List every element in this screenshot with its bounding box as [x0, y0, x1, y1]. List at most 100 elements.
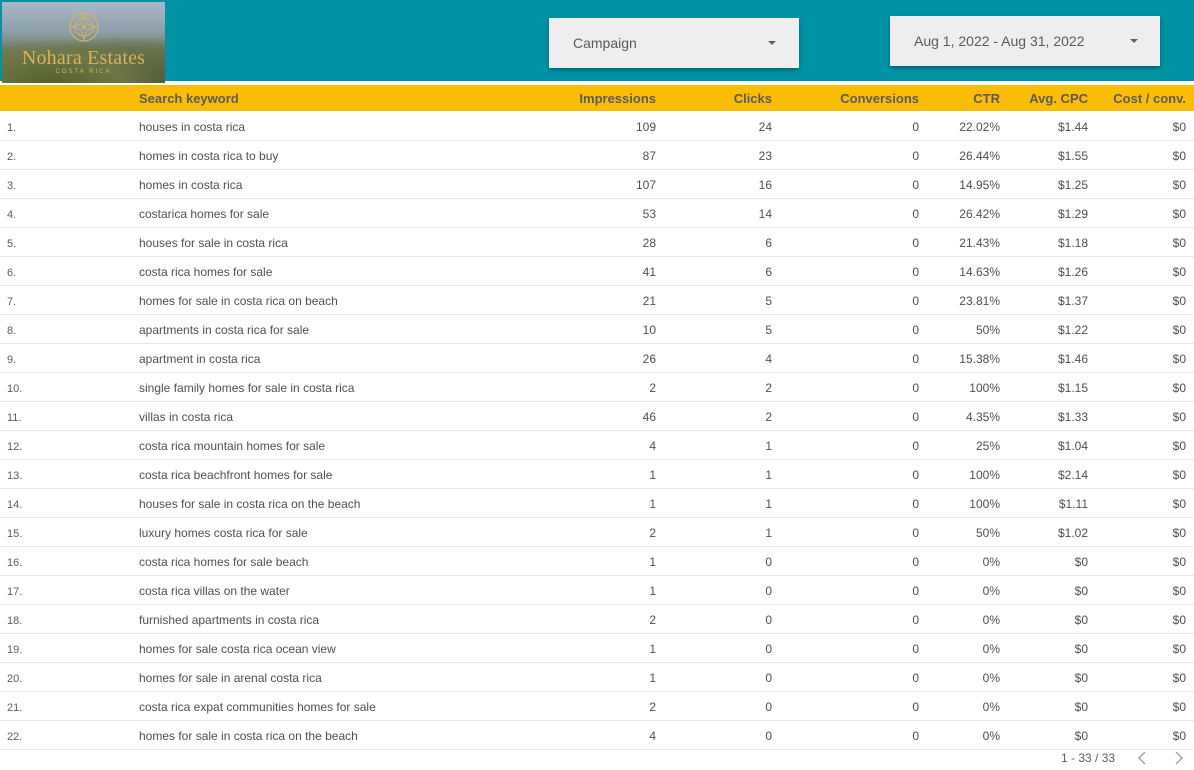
ctr-cell: 100%: [927, 372, 1008, 402]
impressions-cell: 28: [436, 227, 664, 257]
impressions-cell: 2: [436, 691, 664, 721]
cost-per-conv-cell: $0: [1096, 372, 1194, 402]
cost-per-conv-cell: $0: [1096, 459, 1194, 489]
conversions-cell: 0: [780, 227, 927, 257]
conversions-cell: 0: [780, 169, 927, 199]
cost-per-conv-cell: $0: [1096, 604, 1194, 634]
clicks-cell: 6: [664, 227, 780, 257]
campaign-filter-dropdown[interactable]: Campaign: [549, 18, 799, 68]
search-keyword-cell: luxury homes costa rica for sale: [136, 517, 436, 547]
impressions-cell: 53: [436, 198, 664, 228]
avg-cpc-cell: $1.37: [1008, 285, 1096, 315]
table-row[interactable]: 19. homes for sale costa rica ocean view 1…: [0, 633, 1194, 663]
ctr-cell: 22.02%: [927, 111, 1008, 141]
column-header-search-keyword[interactable]: Search keyword: [139, 90, 239, 106]
ctr-cell: 25%: [927, 430, 1008, 460]
column-header-impressions[interactable]: Impressions: [579, 90, 656, 106]
table-row[interactable]: 14. houses for sale in costa rica on the …: [0, 488, 1194, 518]
conversions-cell: 0: [780, 430, 927, 460]
table-row[interactable]: 4. costarica homes for sale 53 14 0 26.42% $1.…: [0, 198, 1194, 228]
table-row[interactable]: 18. furnished apartments in costa rica 2 0 0…: [0, 604, 1194, 634]
clicks-cell: 1: [664, 430, 780, 460]
table-row[interactable]: 12. costa rica mountain homes for sale 4 1 0…: [0, 430, 1194, 460]
clicks-cell: 0: [664, 546, 780, 576]
search-keyword-cell: costarica homes for sale: [136, 198, 436, 228]
row-index: 17.: [0, 575, 136, 605]
search-keyword-cell: costa rica mountain homes for sale: [136, 430, 436, 460]
clicks-cell: 6: [664, 256, 780, 286]
table-row[interactable]: 15. luxury homes costa rica for sale 2 1 0 50…: [0, 517, 1194, 547]
conversions-cell: 0: [780, 633, 927, 663]
previous-page-button[interactable]: [1136, 751, 1150, 765]
table-row[interactable]: 13. costa rica beachfront homes for sale 1…: [0, 459, 1194, 489]
clicks-cell: 1: [664, 488, 780, 518]
clicks-cell: 0: [664, 691, 780, 721]
ctr-cell: 50%: [927, 314, 1008, 344]
ctr-cell: 0%: [927, 662, 1008, 692]
logo-subtitle: COSTA RICA: [55, 69, 112, 75]
search-keyword-cell: costa rica beachfront homes for sale: [136, 459, 436, 489]
ctr-cell: 23.81%: [927, 285, 1008, 315]
avg-cpc-cell: $1.44: [1008, 111, 1096, 141]
table-row[interactable]: 6. costa rica homes for sale 41 6 0 14.63% $1.…: [0, 256, 1194, 286]
table-row[interactable]: 11. villas in costa rica 46 2 0 4.35% $1.33 $0: [0, 401, 1194, 431]
ctr-cell: 15.38%: [927, 343, 1008, 373]
search-keyword-cell: costa rica villas on the water: [136, 575, 436, 605]
clicks-cell: 0: [664, 720, 780, 750]
clicks-cell: 16: [664, 169, 780, 199]
table-row[interactable]: 9. apartment in costa rica 26 4 0 15.38% $1.46…: [0, 343, 1194, 373]
column-header-clicks[interactable]: Clicks: [733, 90, 772, 106]
ctr-cell: 14.63%: [927, 256, 1008, 286]
search-keyword-cell: villas in costa rica: [136, 401, 436, 431]
row-index: 1.: [0, 111, 136, 141]
column-header-index: [0, 85, 136, 111]
table-row[interactable]: 22. homes for sale in costa rica on the b…: [0, 720, 1194, 750]
impressions-cell: 4: [436, 430, 664, 460]
table-row[interactable]: 2. homes in costa rica to buy 87 23 0 26.44% $…: [0, 140, 1194, 170]
table-row[interactable]: 8. apartments in costa rica for sale 10 5 0 5…: [0, 314, 1194, 344]
table-row[interactable]: 10. single family homes for sale in costa…: [0, 372, 1194, 402]
row-index: 13.: [0, 459, 136, 489]
column-header-ctr[interactable]: CTR: [973, 90, 1000, 106]
table-row[interactable]: 17. costa rica villas on the water 1 0 0 0% $0…: [0, 575, 1194, 605]
cost-per-conv-cell: $0: [1096, 285, 1194, 315]
table-row[interactable]: 21. costa rica expat communities homes fo…: [0, 691, 1194, 721]
cost-per-conv-cell: $0: [1096, 169, 1194, 199]
impressions-cell: 1: [436, 459, 664, 489]
cost-per-conv-cell: $0: [1096, 517, 1194, 547]
table-row[interactable]: 1. houses in costa rica 109 24 0 22.02% $1.44 $…: [0, 111, 1194, 141]
column-header-cost-per-conv[interactable]: Cost / conv.: [1113, 90, 1186, 106]
company-logo: Nohara Estates COSTA RICA: [2, 2, 165, 83]
campaign-filter-label: Campaign: [573, 35, 637, 51]
row-index: 16.: [0, 546, 136, 576]
conversions-cell: 0: [780, 256, 927, 286]
search-keyword-cell: single family homes for sale in costa ri…: [136, 372, 436, 402]
avg-cpc-cell: $1.25: [1008, 169, 1096, 199]
row-index: 9.: [0, 343, 136, 373]
table-row[interactable]: 16. costa rica homes for sale beach 1 0 0 0% $…: [0, 546, 1194, 576]
column-header-conversions[interactable]: Conversions: [840, 90, 919, 106]
search-keyword-cell: houses for sale in costa rica: [136, 227, 436, 257]
table-row[interactable]: 7. homes for sale in costa rica on beach 2…: [0, 285, 1194, 315]
clicks-cell: 4: [664, 343, 780, 373]
column-header-avg-cpc[interactable]: Avg. CPC: [1029, 90, 1088, 106]
table-header-row: Search keyword Impressions Clicks Conver…: [0, 85, 1194, 111]
impressions-cell: 1: [436, 488, 664, 518]
impressions-cell: 2: [436, 517, 664, 547]
table-row[interactable]: 3. homes in costa rica 107 16 0 14.95% $1.25 $0: [0, 169, 1194, 199]
search-keyword-cell: costa rica homes for sale beach: [136, 546, 436, 576]
row-index: 5.: [0, 227, 136, 257]
impressions-cell: 4: [436, 720, 664, 750]
cost-per-conv-cell: $0: [1096, 111, 1194, 141]
ctr-cell: 21.43%: [927, 227, 1008, 257]
clicks-cell: 0: [664, 575, 780, 605]
ctr-cell: 0%: [927, 720, 1008, 750]
cost-per-conv-cell: $0: [1096, 314, 1194, 344]
table-row[interactable]: 5. houses for sale in costa rica 28 6 0 21.43…: [0, 227, 1194, 257]
date-range-picker[interactable]: Aug 1, 2022 - Aug 31, 2022: [890, 16, 1160, 66]
avg-cpc-cell: $1.29: [1008, 198, 1096, 228]
table-row[interactable]: 20. homes for sale in arenal costa rica 1 0…: [0, 662, 1194, 692]
conversions-cell: 0: [780, 604, 927, 634]
search-keyword-cell: apartment in costa rica: [136, 343, 436, 373]
next-page-button[interactable]: [1171, 751, 1185, 765]
